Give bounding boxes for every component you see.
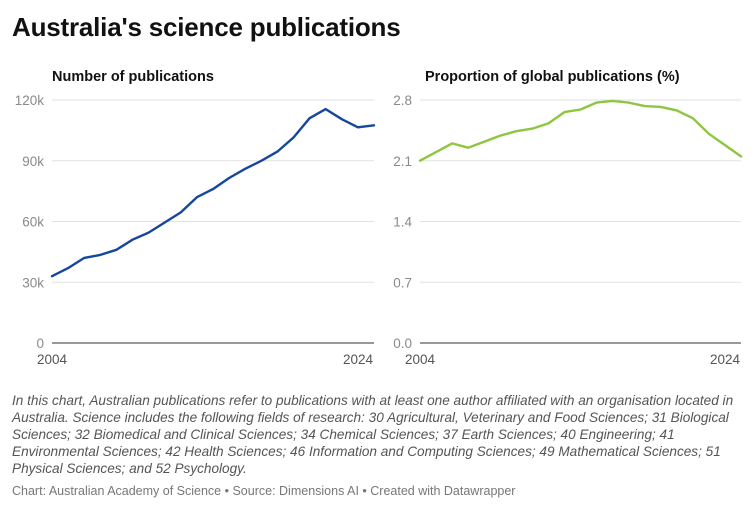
page-title: Australia's science publications — [12, 12, 401, 42]
y-tick-label: 90k — [22, 154, 44, 169]
x-tick-label: 2024 — [710, 352, 741, 367]
charts-area: Number of publications 0 30k 60k 90k 120k 2004… — [15, 69, 743, 367]
chart-title: Proportion of global publications (%) — [425, 69, 680, 85]
x-tick-label: 2004 — [405, 352, 436, 367]
chart-title: Number of publications — [52, 69, 214, 85]
chart-proportion-of-global-publications: Proportion of global publications (%) 0.0… — [393, 69, 743, 367]
y-tick-label: 2.8 — [393, 93, 412, 108]
series-line — [418, 99, 743, 162]
x-tick-label: 2024 — [343, 352, 374, 367]
footer-separator: • — [358, 484, 371, 498]
y-tick-label: 0 — [36, 336, 44, 351]
y-tick-label: 120k — [15, 93, 45, 108]
footer-separator: • — [221, 484, 233, 498]
y-tick-label: 0.7 — [393, 275, 412, 290]
tool-credit: Created with Datawrapper — [370, 484, 516, 498]
y-tick-label: 0.0 — [393, 336, 412, 351]
y-tick-label: 2.1 — [393, 154, 412, 169]
chart-credit: Chart: Australian Academy of Science — [12, 484, 222, 498]
chart-footer: Chart: Australian Academy of Science • S… — [12, 484, 515, 498]
y-tick-label: 30k — [22, 275, 44, 290]
chart-number-of-publications: Number of publications 0 30k 60k 90k 120k 2004… — [15, 69, 376, 367]
source-credit: Source: Dimensions AI — [232, 484, 359, 498]
x-tick-label: 2004 — [37, 352, 68, 367]
chart-note: In this chart, Australian publications r… — [12, 393, 734, 476]
y-tick-label: 60k — [22, 215, 44, 230]
series-line — [50, 107, 376, 278]
y-tick-label: 1.4 — [393, 215, 412, 230]
